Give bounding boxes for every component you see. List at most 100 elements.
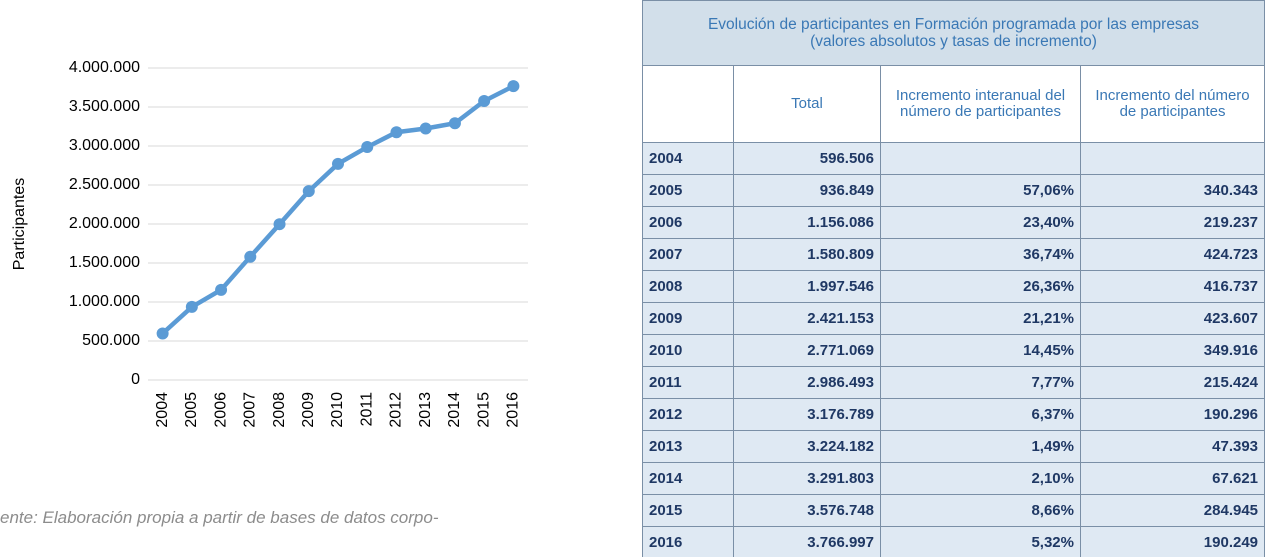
- cell: 3.176.789: [733, 398, 881, 431]
- point: [156, 327, 169, 340]
- point: [478, 95, 491, 108]
- year-cell: 2007: [642, 238, 734, 271]
- year-cell: 2011: [642, 366, 734, 399]
- year-cell: 2010: [642, 334, 734, 367]
- x-tick-label: 2006: [212, 392, 229, 428]
- cell: 215.424: [1079, 366, 1266, 399]
- year-cell: 2014: [642, 462, 734, 495]
- x-tick-label: 2014: [446, 392, 463, 428]
- cell: 47.393: [1079, 430, 1266, 463]
- x-tick-label: 2007: [242, 392, 259, 428]
- year-cell: 2008: [642, 270, 734, 303]
- point: [244, 250, 257, 263]
- y-tick-label: 3.500.000: [69, 98, 140, 115]
- point: [448, 117, 461, 130]
- table-title-line: (valores absolutos y tasas de incremento…: [810, 33, 1097, 50]
- point: [302, 185, 315, 198]
- cell: 57,06%: [880, 174, 1081, 207]
- x-tick-label: 2008: [271, 392, 288, 428]
- year-cell: 2013: [642, 430, 734, 463]
- y-axis-title: Participantes: [11, 178, 28, 271]
- table-row: 2015 3.576.748 8,66% 284.945: [642, 494, 1266, 527]
- year-cell: 2016: [642, 526, 734, 557]
- point: [215, 283, 228, 296]
- x-tick-label: 2015: [475, 392, 492, 428]
- header-cell: [642, 65, 734, 143]
- table-row: 2008 1.997.546 26,36% 416.737: [642, 270, 1266, 303]
- table-row: 2004 596.506: [642, 142, 1266, 175]
- cell: 1,49%: [880, 430, 1081, 463]
- cell: 416.737: [1079, 270, 1266, 303]
- cell: 219.237: [1079, 206, 1266, 239]
- cell: 340.343: [1079, 174, 1266, 207]
- cell: 2.771.069: [733, 334, 881, 367]
- cell: 3.291.803: [733, 462, 881, 495]
- header-cell: Incremento del número de participantes: [1079, 65, 1266, 143]
- cell: 3.576.748: [733, 494, 881, 527]
- cell: [1079, 142, 1266, 175]
- cell: 1.580.809: [733, 238, 881, 271]
- x-tick-label: 2011: [358, 392, 375, 427]
- cell: 936.849: [733, 174, 881, 207]
- y-tick-label: 4.000.000: [69, 59, 140, 76]
- cell: 23,40%: [880, 206, 1081, 239]
- table-row: 2007 1.580.809 36,74% 424.723: [642, 238, 1266, 271]
- chart: Participantes 0 500.000 1.000.000 1.500.000…: [11, 59, 528, 428]
- y-tick-label: 2.500.000: [69, 176, 140, 193]
- cell: 3.766.997: [733, 526, 881, 557]
- cell: 6,37%: [880, 398, 1081, 431]
- table-row: 2016 3.766.997 5,32% 190.249: [642, 526, 1266, 557]
- cell: 7,77%: [880, 366, 1081, 399]
- year-cell: 2015: [642, 494, 734, 527]
- x-tick-label: 2009: [300, 392, 317, 428]
- year-cell: 2012: [642, 398, 734, 431]
- cell: 190.296: [1079, 398, 1266, 431]
- point: [273, 218, 286, 231]
- x-tick-label: 2004: [154, 392, 171, 428]
- table-row: 2012 3.176.789 6,37% 190.296: [642, 398, 1266, 431]
- cell: 67.621: [1079, 462, 1266, 495]
- x-tick-label: 2012: [388, 392, 405, 428]
- cell: 2.421.153: [733, 302, 881, 335]
- table-row: 2006 1.156.086 23,40% 219.237: [642, 206, 1266, 239]
- x-tick-label: 2005: [183, 392, 200, 428]
- cell: 2.986.493: [733, 366, 881, 399]
- year-cell: 2005: [642, 174, 734, 207]
- cell: 1.997.546: [733, 270, 881, 303]
- point: [419, 122, 432, 135]
- y-tick-label: 0: [131, 371, 140, 388]
- cell: 14,45%: [880, 334, 1081, 367]
- year-cell: 2009: [642, 302, 734, 335]
- x-tick-label: 2010: [329, 392, 346, 428]
- cell: 284.945: [1079, 494, 1266, 527]
- table-title: Evolución de participantes en Formación …: [641, 0, 1266, 66]
- cell: [880, 142, 1081, 175]
- y-tick-label: 500.000: [82, 332, 140, 349]
- point: [390, 126, 403, 139]
- cell: 423.607: [1079, 302, 1266, 335]
- cell: 424.723: [1079, 238, 1266, 271]
- source-note: ente: Elaboración propia a partir de bas…: [0, 508, 439, 527]
- table-row: 2014 3.291.803 2,10% 67.621: [642, 462, 1266, 495]
- cell: 1.156.086: [733, 206, 881, 239]
- cell: 36,74%: [880, 238, 1081, 271]
- cell: 596.506: [733, 142, 881, 175]
- table-row: 2013 3.224.182 1,49% 47.393: [642, 430, 1266, 463]
- y-tick-label: 1.000.000: [69, 293, 140, 310]
- year-cell: 2004: [642, 142, 734, 175]
- year-cell: 2006: [642, 206, 734, 239]
- y-tick-label: 3.000.000: [69, 137, 140, 154]
- point: [361, 141, 374, 154]
- cell: 8,66%: [880, 494, 1081, 527]
- x-tick-label: 2016: [505, 392, 522, 428]
- cell: 21,21%: [880, 302, 1081, 335]
- cell: 190.249: [1079, 526, 1266, 557]
- x-tick-label: 2013: [417, 392, 434, 428]
- point: [507, 80, 520, 93]
- data-table: Evolución de participantes en Formación …: [641, 0, 1266, 557]
- cell: 3.224.182: [733, 430, 881, 463]
- point: [332, 157, 344, 170]
- table-row: 2011 2.986.493 7,77% 215.424: [642, 366, 1266, 399]
- y-tick-label: 1.500.000: [69, 254, 140, 271]
- header-cell: Incremento interanual del número de part…: [880, 65, 1081, 143]
